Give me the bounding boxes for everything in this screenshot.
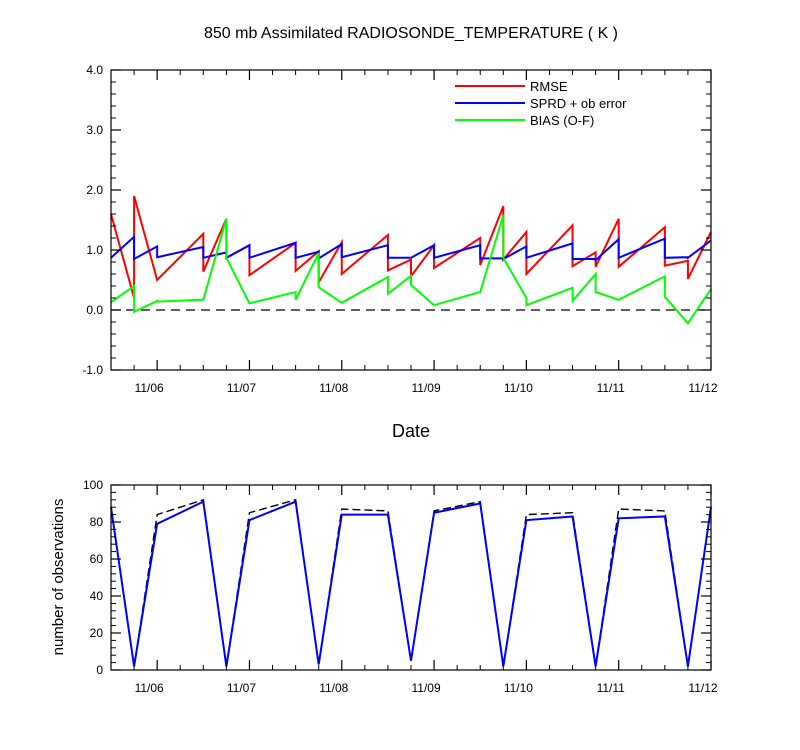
top-series-group — [110, 195, 712, 325]
x-tick-label: 11/11 — [597, 681, 626, 695]
top-chart: 850 mb Assimilated RADIOSONDE_TEMPERATUR… — [82, 25, 718, 441]
x-axis-title: Date — [392, 421, 430, 441]
series-line-possible — [110, 498, 712, 667]
x-tick-label: 11/09 — [412, 381, 441, 395]
y-tick-label: 60 — [90, 552, 104, 566]
x-tick-label: 11/10 — [504, 681, 533, 695]
y-tick-label: 100 — [83, 478, 103, 492]
legend-label-bias: BIAS (O-F) — [530, 113, 594, 128]
series-line-bias-o-f — [110, 214, 712, 325]
x-tick-label: 11/06 — [135, 681, 164, 695]
y-tick-label: -1.0 — [82, 363, 103, 377]
x-tick-label: 11/07 — [227, 681, 256, 695]
x-tick-label: 11/07 — [227, 381, 256, 395]
bottom-series-group — [110, 498, 712, 667]
x-tick-label: 11/11 — [597, 381, 626, 395]
legend-label-rmse: RMSE — [530, 79, 568, 94]
y-tick-label: 20 — [90, 626, 104, 640]
x-tick-label: 11/08 — [319, 681, 348, 695]
y-tick-label: 0 — [96, 663, 103, 677]
y-tick-label: 4.0 — [86, 63, 103, 77]
y-tick-label: 0.0 — [86, 303, 103, 317]
bottom-chart: 11/06 11/07 11/08 11/09 11/10 11/11 11/12 0 20 40… — [50, 478, 718, 695]
x-tick-label: 11/10 — [504, 381, 533, 395]
series-line-used — [110, 500, 712, 667]
x-tick-label: 11/08 — [319, 381, 348, 395]
x-tick-label: 11/12 — [688, 681, 717, 695]
series-line-sprd-ob-error — [110, 234, 712, 263]
y-axis-title: number of observations — [50, 499, 67, 656]
y-tick-label: 40 — [90, 589, 104, 603]
top-axis-ticks: 11/06 11/07 11/08 11/09 11/10 11/11 11/12 -1.0 0… — [82, 63, 718, 395]
legend: RMSE SPRD + ob error BIAS (O-F) — [455, 79, 627, 128]
legend-label-sprd: SPRD + ob error — [530, 96, 627, 111]
top-plot-frame — [110, 69, 712, 371]
x-tick-label: 11/06 — [135, 381, 164, 395]
y-tick-label: 3.0 — [86, 123, 103, 137]
chart-title: 850 mb Assimilated RADIOSONDE_TEMPERATUR… — [204, 25, 618, 42]
y-tick-label: 1.0 — [86, 243, 103, 257]
y-tick-label: 80 — [90, 515, 104, 529]
x-tick-label: 11/12 — [688, 381, 717, 395]
x-tick-label: 11/09 — [412, 681, 441, 695]
y-tick-label: 2.0 — [86, 183, 103, 197]
bottom-axis-ticks: 11/06 11/07 11/08 11/09 11/10 11/11 11/12 0 20 40… — [83, 478, 718, 695]
bottom-plot-frame — [110, 484, 712, 671]
